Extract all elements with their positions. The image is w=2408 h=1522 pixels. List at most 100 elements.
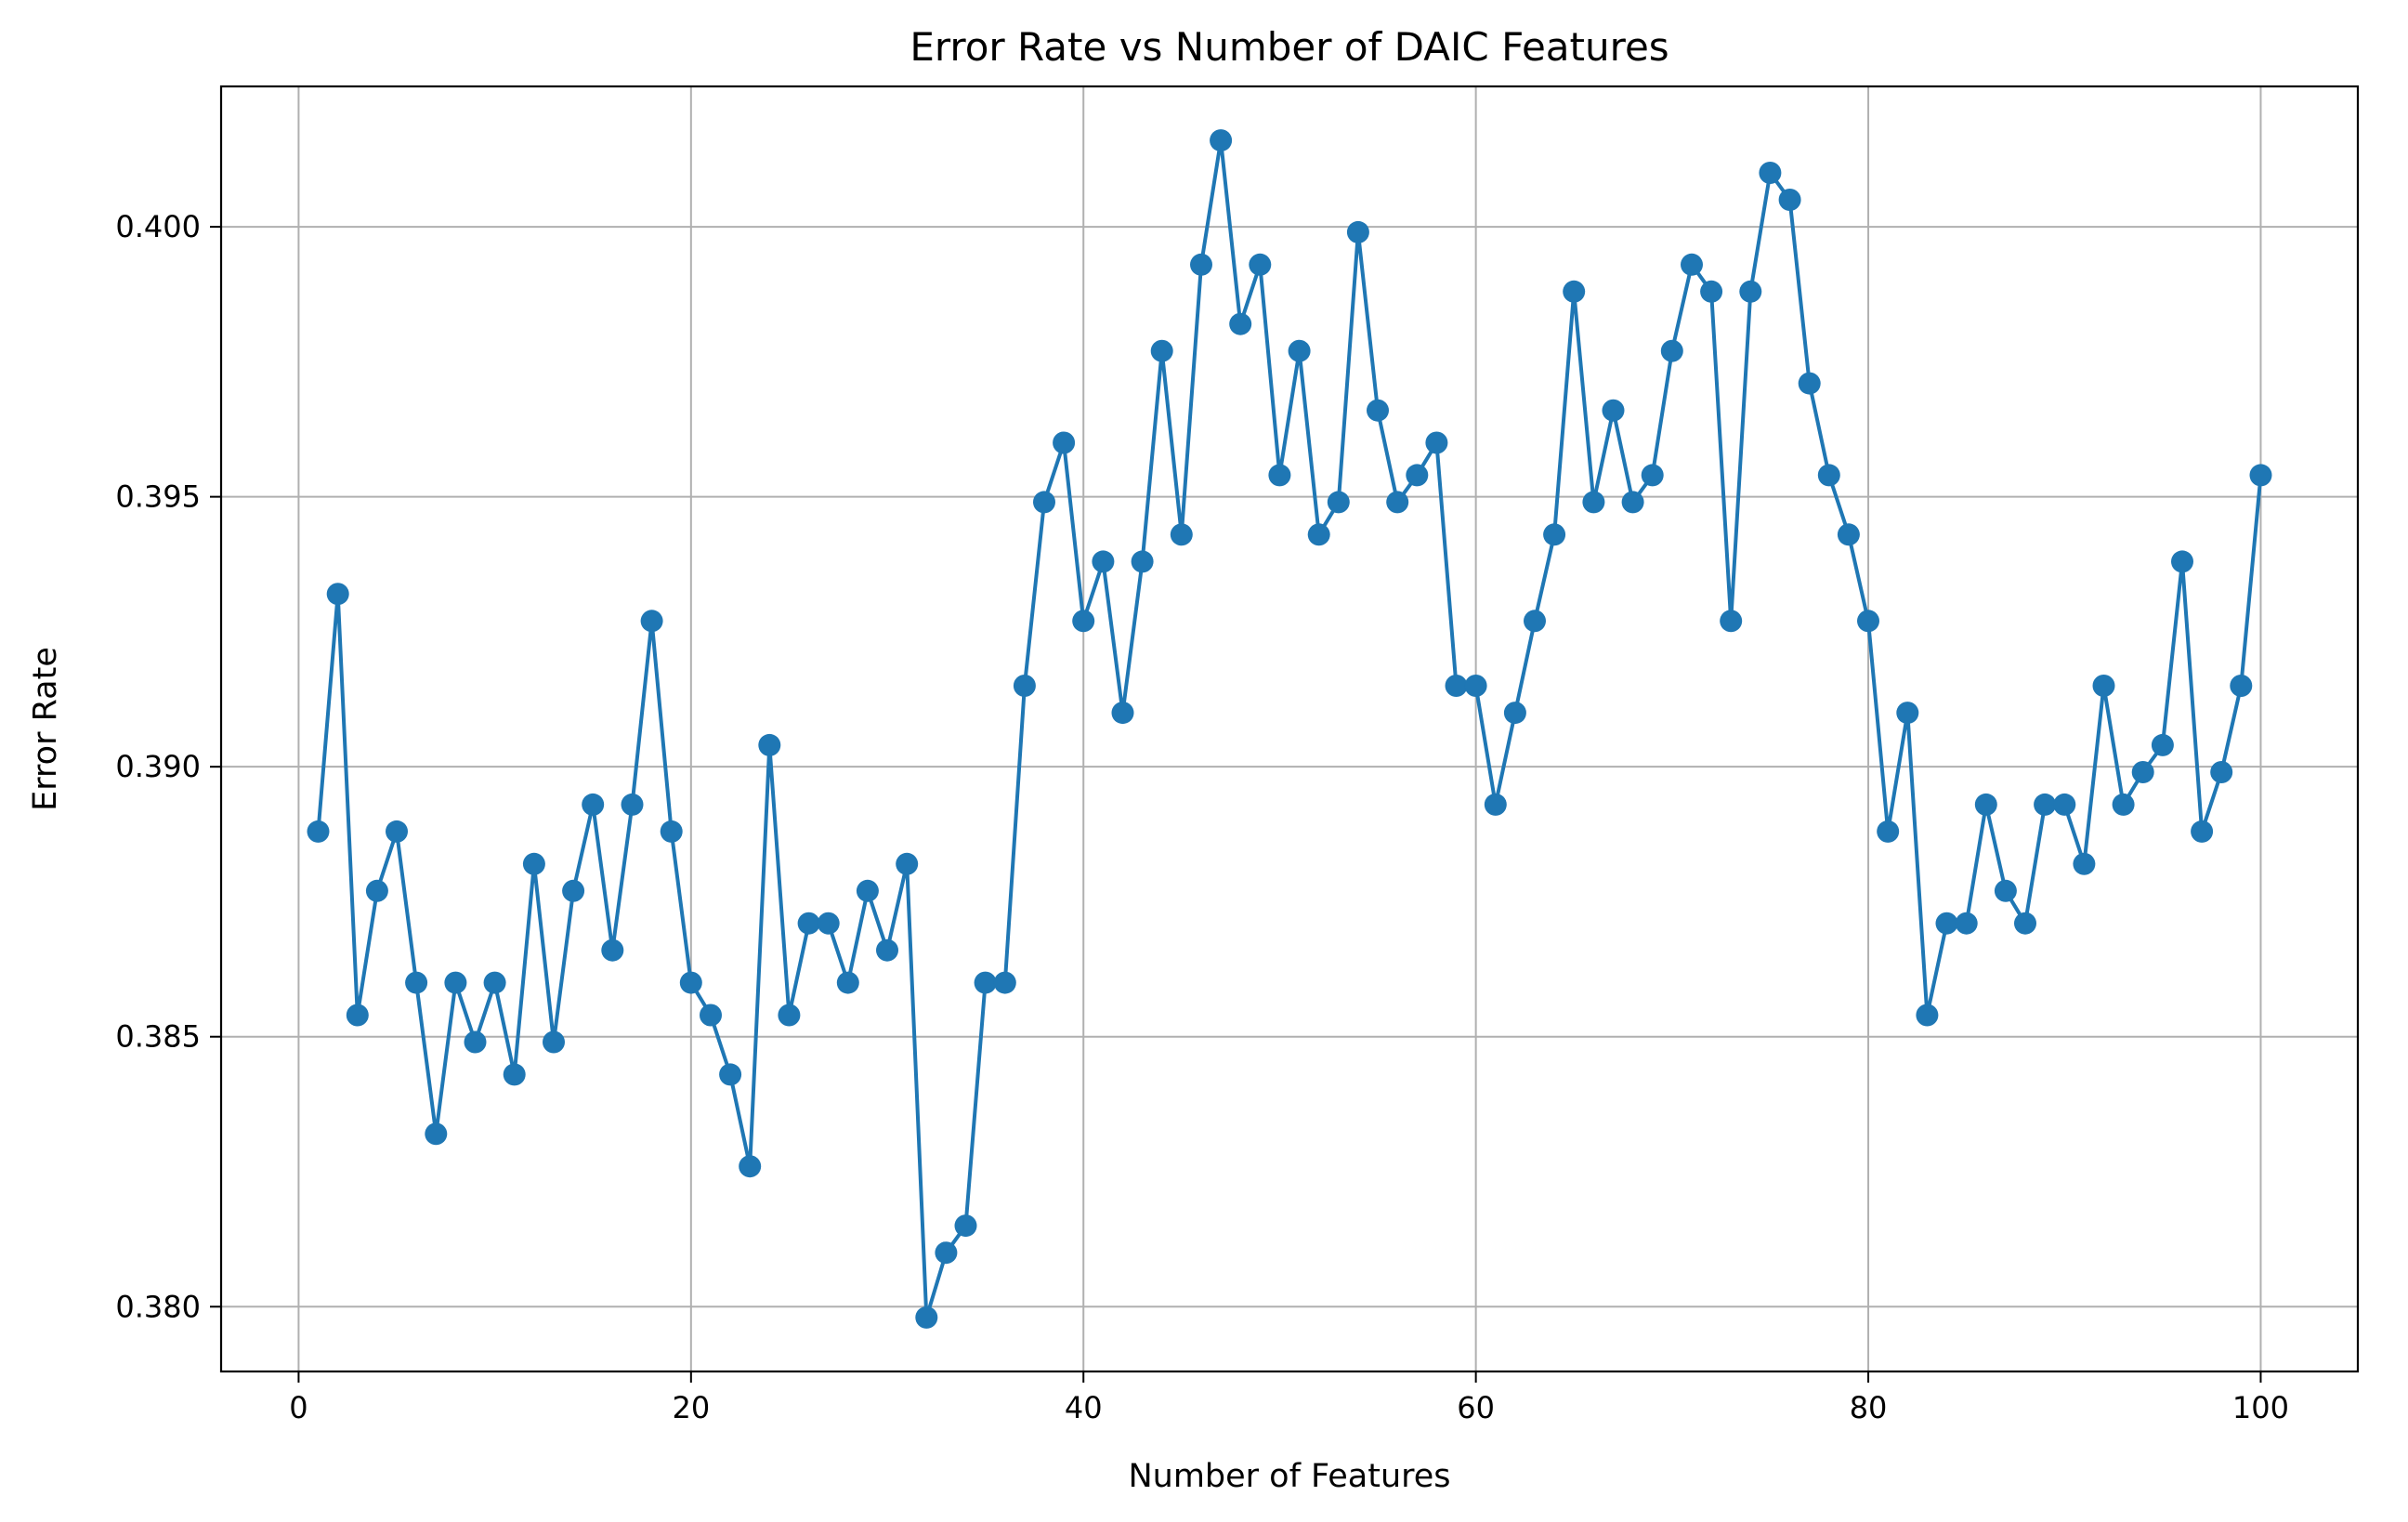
data-point <box>1425 431 1448 454</box>
data-point <box>700 1004 722 1027</box>
data-point <box>2014 912 2036 935</box>
data-point <box>1346 220 1369 243</box>
data-point <box>2073 852 2096 875</box>
y-tick-label: 0.395 <box>115 479 201 515</box>
data-point <box>1111 702 1134 725</box>
data-point <box>1681 253 1703 276</box>
data-point <box>1072 610 1095 633</box>
series-line <box>316 138 2263 1319</box>
data-point <box>1660 339 1683 362</box>
data-point <box>817 912 840 935</box>
data-point <box>1367 399 1389 422</box>
data-point <box>896 852 919 875</box>
data-point <box>993 971 1016 994</box>
data-point <box>1994 879 2017 902</box>
chart-title: Error Rate vs Number of DAIC Features <box>910 24 1669 70</box>
data-point <box>797 912 820 935</box>
data-point <box>1150 339 1173 362</box>
data-point <box>1268 464 1291 487</box>
data-point <box>915 1306 938 1329</box>
data-point <box>1229 312 1252 335</box>
data-point <box>1602 399 1625 422</box>
data-point <box>1524 610 1546 633</box>
data-point <box>1641 464 1664 487</box>
data-point <box>660 820 683 843</box>
data-point <box>1837 523 1860 546</box>
x-tick-label: 60 <box>1457 1390 1495 1425</box>
data-point <box>1817 464 1840 487</box>
data-point <box>1877 820 1900 843</box>
grid-lines <box>221 86 2358 1371</box>
data-point <box>1503 702 1526 725</box>
data-point <box>1955 912 1978 935</box>
data-point <box>1484 793 1507 816</box>
data-point <box>758 733 781 756</box>
data-point <box>2092 675 2115 697</box>
data-point <box>1307 523 1330 546</box>
data-point <box>1582 491 1605 514</box>
data-point <box>1053 431 1076 454</box>
data-point <box>601 938 624 962</box>
axis-ticks: 0 20 40 60 80 100 0.380 0.385 0.390 0.395 0.400 <box>115 209 2289 1425</box>
data-point <box>1190 253 1212 276</box>
data-point <box>582 793 605 816</box>
data-point <box>1092 550 1115 573</box>
data-point <box>1170 523 1193 546</box>
data-point <box>346 1004 369 1027</box>
data-point <box>1013 675 1036 697</box>
data-point <box>522 852 545 875</box>
data-point <box>1288 339 1311 362</box>
data-point <box>307 820 330 843</box>
data-point <box>1974 793 1997 816</box>
data-point <box>1798 372 1821 395</box>
data-point <box>935 1241 958 1265</box>
data-point <box>1739 280 1762 303</box>
data-point <box>503 1063 526 1086</box>
data-point <box>974 971 997 994</box>
data-point <box>326 583 349 606</box>
data-point <box>1563 280 1586 303</box>
data-point <box>1896 702 1919 725</box>
data-point <box>856 879 879 902</box>
data-point <box>1778 189 1801 211</box>
data-point <box>425 1122 448 1146</box>
y-tick-label: 0.390 <box>115 749 201 784</box>
x-tick-label: 20 <box>672 1390 710 1425</box>
y-tick-label: 0.385 <box>115 1019 201 1055</box>
data-point <box>2034 793 2057 816</box>
data-point <box>1621 491 1644 514</box>
data-point <box>2171 550 2193 573</box>
data-point <box>2230 675 2253 697</box>
data-point <box>2112 793 2135 816</box>
data-point <box>2131 761 2154 783</box>
data-point <box>464 1030 487 1054</box>
x-tick-label: 0 <box>289 1390 308 1425</box>
data-point <box>640 610 663 633</box>
x-axis-title: Number of Features <box>1128 1458 1450 1495</box>
data-point <box>1464 675 1487 697</box>
data-point <box>444 971 467 994</box>
data-point <box>1759 162 1782 184</box>
data-point <box>2210 761 2233 783</box>
data-point <box>365 879 388 902</box>
y-tick-label: 0.380 <box>115 1289 201 1324</box>
data-point <box>562 879 585 902</box>
data-point <box>1406 464 1429 487</box>
data-point <box>1033 491 1055 514</box>
data-point <box>1857 610 1879 633</box>
y-tick-label: 0.400 <box>115 209 201 244</box>
data-point <box>679 971 702 994</box>
plot-frame <box>219 85 2360 1373</box>
data-point <box>405 971 428 994</box>
data-point <box>1543 523 1566 546</box>
data-point <box>1720 610 1743 633</box>
data-point <box>836 971 859 994</box>
y-axis-title: Error Rate <box>27 647 64 811</box>
series-layer <box>307 129 2272 1329</box>
data-point <box>2191 820 2214 843</box>
x-tick-label: 40 <box>1065 1390 1103 1425</box>
data-point <box>621 793 644 816</box>
data-point <box>1131 550 1154 573</box>
